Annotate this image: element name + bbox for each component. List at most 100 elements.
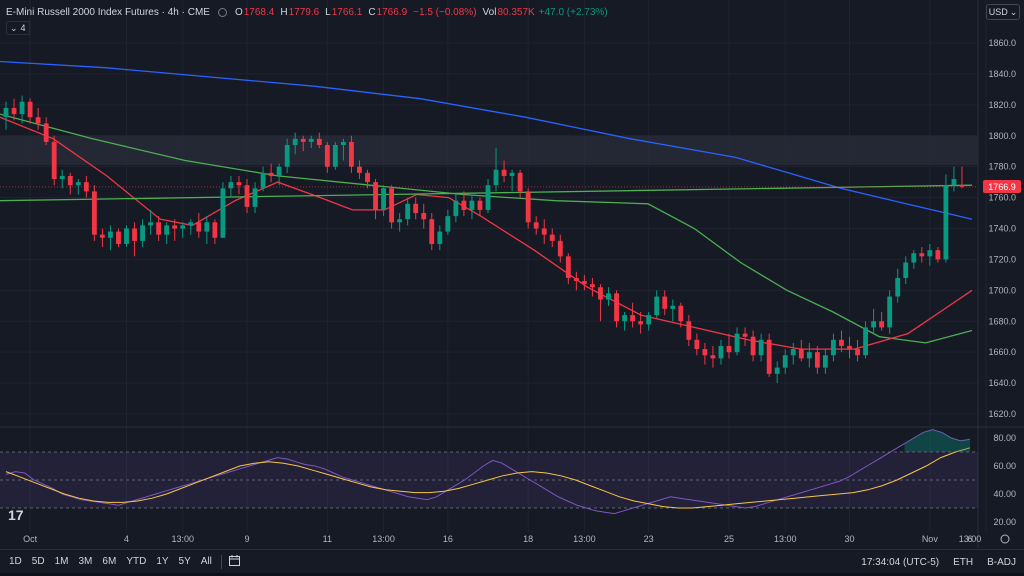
candle-body — [124, 228, 129, 244]
settings-gear-icon[interactable] — [1000, 534, 1010, 544]
candle-body — [501, 169, 507, 176]
candle-body — [276, 166, 282, 176]
time-tick-label: 13:00 — [171, 534, 194, 544]
candle-body — [887, 296, 893, 328]
candle-body — [557, 240, 563, 257]
candle-body — [196, 222, 202, 232]
ohlc-high-key: H — [280, 6, 288, 18]
price-tick-label: 1660.0 — [988, 347, 1016, 357]
range-5y[interactable]: 5Y — [178, 556, 191, 567]
candle-body — [702, 349, 708, 356]
time-tick-label: 18 — [523, 534, 533, 544]
candle-body — [581, 281, 587, 285]
price-tick-label: 1820.0 — [988, 100, 1016, 110]
time-tick-label: 13:00 — [372, 534, 395, 544]
candle-body — [389, 188, 395, 223]
time-tick-label: Nov — [922, 534, 939, 544]
candle-body — [943, 185, 949, 260]
clock-readout[interactable]: 17:34:04 (UTC-5) — [861, 556, 940, 568]
candle-body — [180, 225, 186, 229]
range-3m[interactable]: 3M — [78, 556, 93, 567]
candle-body — [766, 339, 772, 374]
candle-body — [284, 145, 290, 167]
range-6m[interactable]: 6M — [102, 556, 117, 567]
candle-body — [646, 315, 652, 325]
candle-body — [509, 172, 515, 176]
candle-body — [260, 172, 266, 189]
time-tick-label: 6 — [967, 534, 972, 544]
bottom-toolbar: 1D 5D 1M 3M 6M YTD 1Y 5Y All 17:34:04 (U… — [0, 549, 1024, 573]
price-tick-label: 1640.0 — [988, 378, 1016, 388]
candle-body — [59, 175, 65, 180]
candle-body — [614, 293, 619, 322]
range-5d[interactable]: 5D — [31, 556, 45, 567]
candle-body — [252, 188, 258, 207]
tv-logo[interactable]: 17 — [8, 507, 24, 523]
range-all[interactable]: All — [200, 556, 212, 567]
session-toggle[interactable]: ETH — [953, 556, 974, 568]
candle-body — [397, 219, 403, 223]
chevron-down-icon: ⌄ — [1009, 6, 1018, 17]
candle-body — [164, 225, 170, 235]
candle-body — [340, 141, 346, 146]
candle-body — [300, 138, 306, 142]
resistance-zone-box — [0, 135, 978, 166]
candle-body — [710, 355, 716, 359]
calendar-goto-icon[interactable] — [228, 554, 241, 570]
price-tick-label: 1800.0 — [988, 131, 1016, 141]
bottom-right-tools: 17:34:04 (UTC-5) ETH B-ADJ — [861, 550, 1016, 574]
candle-body — [357, 166, 362, 173]
range-1m[interactable]: 1M — [54, 556, 69, 567]
currency-label: USD — [988, 7, 1008, 17]
candle-body — [694, 339, 700, 350]
price-tick-label: 1740.0 — [988, 224, 1016, 234]
range-1y[interactable]: 1Y — [156, 556, 169, 567]
candle-body — [332, 145, 338, 167]
candle-body — [638, 321, 644, 325]
candle-body — [726, 345, 732, 353]
rsi-tick-label: 60.00 — [993, 461, 1016, 471]
candle-body — [622, 315, 627, 322]
volume-label: Vol — [482, 6, 497, 18]
candle-body — [718, 345, 724, 359]
rsi-overbought-fill — [904, 429, 970, 452]
candle-body — [83, 182, 89, 192]
candle-body — [662, 296, 668, 309]
candle-body — [236, 182, 242, 186]
volume-change: +47.0 (+2.73%) — [538, 6, 608, 18]
candle-body — [156, 222, 162, 235]
indicators-collapse-button[interactable]: ⌄ 4 — [6, 21, 30, 35]
candle-body — [630, 315, 636, 322]
range-1d[interactable]: 1D — [9, 556, 22, 567]
price-change: −1.5 (−0.08%) — [413, 6, 477, 18]
candle-body — [67, 175, 73, 186]
candle-body — [959, 185, 965, 187]
candle-body — [879, 321, 885, 328]
currency-selector[interactable]: USD ⌄ — [986, 4, 1020, 20]
adjustment-toggle[interactable]: B-ADJ — [987, 556, 1016, 568]
symbol-legend: E-Mini Russell 2000 Index Futures · 4h ·… — [6, 5, 608, 19]
time-axis[interactable]: Oct 4 13:00 9 11 13:00 16 18 13:00 23 25 13:00 30 Nov… — [23, 534, 1010, 544]
candle-body — [445, 216, 451, 232]
indicator-count: 4 — [20, 23, 26, 33]
candle-body — [477, 200, 483, 210]
candle-body — [228, 182, 234, 189]
price-axis[interactable]: 1620.0 1640.0 1660.0 1680.0 1700.0 1720.0 1740… — [988, 38, 1016, 419]
range-ytd[interactable]: YTD — [126, 556, 147, 567]
time-tick-label: 13:00 — [959, 534, 982, 544]
time-tick-label: 23 — [644, 534, 654, 544]
price-tick-label: 1840.0 — [988, 69, 1016, 79]
ohlc-open-key: O — [234, 6, 243, 18]
candle-body — [405, 203, 411, 220]
candle-body — [806, 352, 812, 359]
symbol-title[interactable]: E-Mini Russell 2000 Index Futures · 4h ·… — [6, 6, 210, 18]
rsi-pane — [0, 429, 978, 515]
candle-body — [831, 339, 836, 356]
status-dot-icon — [217, 7, 227, 17]
rsi-axis[interactable]: 20.00 40.00 60.00 80.00 — [993, 433, 1016, 527]
candle-body — [220, 188, 226, 238]
candle-body — [686, 321, 692, 340]
candle-body — [212, 222, 218, 238]
candle-body — [148, 222, 154, 226]
